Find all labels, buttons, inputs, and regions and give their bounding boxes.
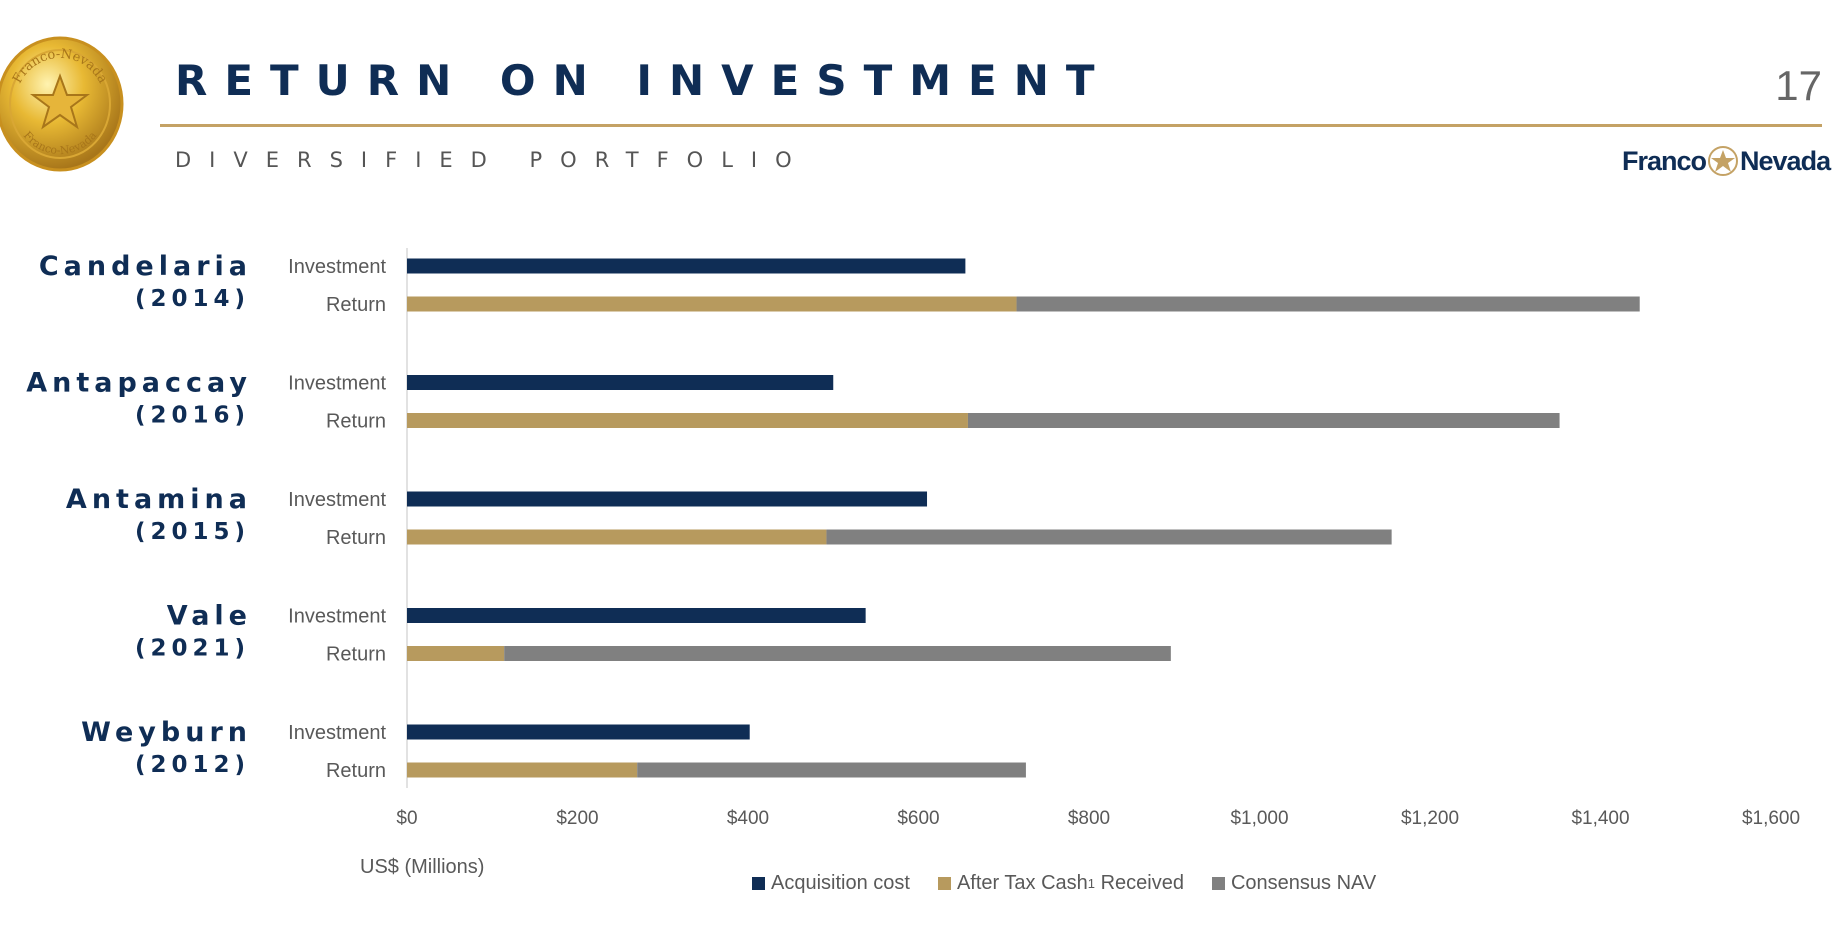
legend-swatch-cash xyxy=(937,877,951,890)
x-tick-label: $200 xyxy=(556,808,598,829)
bar-cash-weyburn xyxy=(407,762,638,778)
x-axis-title: US$ (Millions) xyxy=(360,856,485,878)
project-year-weyburn: (2012) xyxy=(135,752,250,778)
legend-item-acquisition: Acquisition cost xyxy=(752,872,910,895)
legend-label-suffix: Received xyxy=(1095,872,1184,894)
x-tick-label: $600 xyxy=(897,808,939,829)
row-label-investment: Investment xyxy=(288,256,386,278)
row-label-return: Return xyxy=(326,644,386,666)
row-label-investment: Investment xyxy=(288,722,386,744)
x-tick-label: $0 xyxy=(396,808,417,829)
bar-nav-weyburn xyxy=(637,762,1026,778)
bar-cash-antamina xyxy=(407,529,827,545)
project-name-weyburn: Weyburn xyxy=(81,717,252,748)
x-tick-label: $400 xyxy=(727,808,769,829)
legend-swatch-acquisition xyxy=(752,877,765,890)
legend-label-cash: After Tax Cash xyxy=(956,872,1088,894)
bar-acquisition-weyburn xyxy=(407,724,750,740)
row-label-return: Return xyxy=(326,411,386,433)
bar-nav-vale xyxy=(504,646,1171,661)
page-number: 17 xyxy=(1775,62,1822,109)
row-label-investment: Investment xyxy=(288,606,386,628)
project-name-antapaccay: Antapaccay xyxy=(26,368,252,399)
project-name-antamina: Antamina xyxy=(66,484,252,515)
row-label-investment: Investment xyxy=(288,489,386,511)
legend-label-nav: Consensus NAV xyxy=(1230,872,1377,894)
page-title: RETURN ON INVESTMENT xyxy=(175,56,1112,105)
bar-acquisition-antamina xyxy=(407,491,928,507)
project-year-vale: (2021) xyxy=(135,636,250,662)
coin-logo: Franco-Nevada Franco-Nevada xyxy=(0,36,124,172)
project-year-antapaccay: (2016) xyxy=(135,403,250,429)
x-tick-label: $1,600 xyxy=(1742,808,1800,829)
project-year-candelaria: (2014) xyxy=(135,286,250,312)
page-subtitle: DIVERSIFIED PORTFOLIO xyxy=(175,148,810,172)
bar-acquisition-vale xyxy=(407,608,866,623)
bar-nav-candelaria xyxy=(1016,296,1640,312)
row-label-return: Return xyxy=(326,760,386,782)
bar-cash-antapaccay xyxy=(407,413,968,428)
project-year-antamina: (2015) xyxy=(135,519,250,545)
logo-text-left: Franco xyxy=(1622,145,1707,176)
chart-legend: Acquisition cost After Tax Cash 1 Received… xyxy=(752,872,1404,895)
bar-nav-antamina xyxy=(826,529,1392,545)
x-tick-label: $800 xyxy=(1068,808,1110,829)
row-label-return: Return xyxy=(326,294,386,316)
bar-acquisition-antapaccay xyxy=(407,375,834,390)
bar-nav-antapaccay xyxy=(967,413,1560,428)
bar-acquisition-candelaria xyxy=(407,258,966,274)
legend-footnote-marker: 1 xyxy=(1087,876,1096,891)
row-label-return: Return xyxy=(326,527,386,549)
project-name-vale: Vale xyxy=(167,601,252,632)
x-tick-label: $1,200 xyxy=(1401,808,1459,829)
x-tick-label: $1,000 xyxy=(1230,808,1288,829)
x-tick-label: $1,400 xyxy=(1571,808,1629,829)
row-label-investment: Investment xyxy=(288,373,386,395)
star-icon xyxy=(1708,146,1739,176)
logo-text-right: Nevada xyxy=(1740,145,1831,176)
header-divider xyxy=(160,124,1822,127)
legend-label-acquisition: Acquisition cost xyxy=(771,872,910,894)
legend-item-nav: Consensus NAV xyxy=(1211,872,1377,895)
legend-swatch-nav xyxy=(1211,877,1225,890)
franco-nevada-logo: Franco Nevada xyxy=(1622,144,1831,178)
legend-item-cash: After Tax Cash 1 Received xyxy=(937,872,1184,895)
bar-cash-vale xyxy=(407,646,505,661)
star-icon xyxy=(30,73,90,130)
bar-cash-candelaria xyxy=(407,296,1017,312)
project-name-candelaria: Candelaria xyxy=(39,251,252,282)
